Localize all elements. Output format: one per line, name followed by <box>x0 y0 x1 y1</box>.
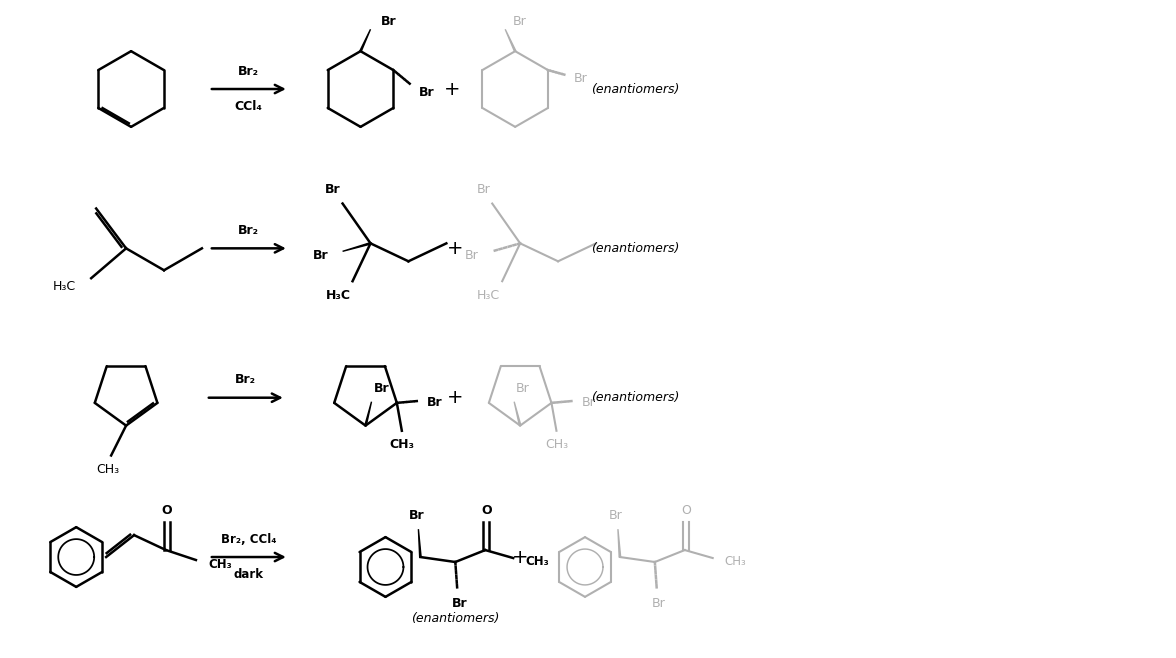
Polygon shape <box>365 401 372 426</box>
Text: Br: Br <box>427 396 442 409</box>
Text: CH₃: CH₃ <box>544 438 568 451</box>
Text: Br₂: Br₂ <box>235 373 256 386</box>
Text: (enantiomers): (enantiomers) <box>590 392 679 404</box>
Text: dark: dark <box>234 569 263 582</box>
Text: CH₃: CH₃ <box>526 555 549 567</box>
Text: H₃C: H₃C <box>53 280 76 293</box>
Polygon shape <box>617 529 621 557</box>
Text: (enantiomers): (enantiomers) <box>412 613 500 625</box>
Text: O: O <box>161 504 173 517</box>
Text: Br: Br <box>325 183 341 196</box>
Text: H₃C: H₃C <box>477 289 500 301</box>
Polygon shape <box>342 243 370 251</box>
Polygon shape <box>514 401 521 426</box>
Text: Br: Br <box>374 382 389 395</box>
Text: Br: Br <box>452 597 467 611</box>
Text: Br: Br <box>581 396 595 409</box>
Text: Br: Br <box>609 509 623 522</box>
Text: H₃C: H₃C <box>326 289 350 301</box>
Text: CH₃: CH₃ <box>724 555 747 567</box>
Text: CH₃: CH₃ <box>389 438 414 451</box>
Text: +: + <box>512 547 528 567</box>
Text: O: O <box>681 504 690 517</box>
Text: +: + <box>445 80 461 99</box>
Text: (enantiomers): (enantiomers) <box>590 82 679 95</box>
Text: Br: Br <box>574 72 588 85</box>
Text: Br: Br <box>420 86 435 99</box>
Text: Br: Br <box>313 249 328 262</box>
Text: CH₃: CH₃ <box>96 463 120 476</box>
Text: CH₃: CH₃ <box>208 557 232 570</box>
Text: +: + <box>447 388 463 407</box>
Text: (enantiomers): (enantiomers) <box>590 242 679 255</box>
Polygon shape <box>506 29 516 51</box>
Text: CCl₄: CCl₄ <box>235 101 262 113</box>
Text: Br: Br <box>516 382 530 395</box>
Polygon shape <box>419 529 421 557</box>
Text: Br: Br <box>476 183 490 196</box>
Text: Br: Br <box>513 14 527 28</box>
Text: O: O <box>481 504 492 517</box>
Text: Br₂: Br₂ <box>239 224 259 237</box>
Text: Br: Br <box>465 249 479 262</box>
Text: Br₂, CCl₄: Br₂, CCl₄ <box>221 532 276 545</box>
Text: Br: Br <box>652 597 666 611</box>
Text: Br₂: Br₂ <box>239 64 259 78</box>
Text: +: + <box>447 239 463 258</box>
Text: Br: Br <box>381 14 396 28</box>
Polygon shape <box>360 29 370 51</box>
Text: Br: Br <box>408 509 425 522</box>
